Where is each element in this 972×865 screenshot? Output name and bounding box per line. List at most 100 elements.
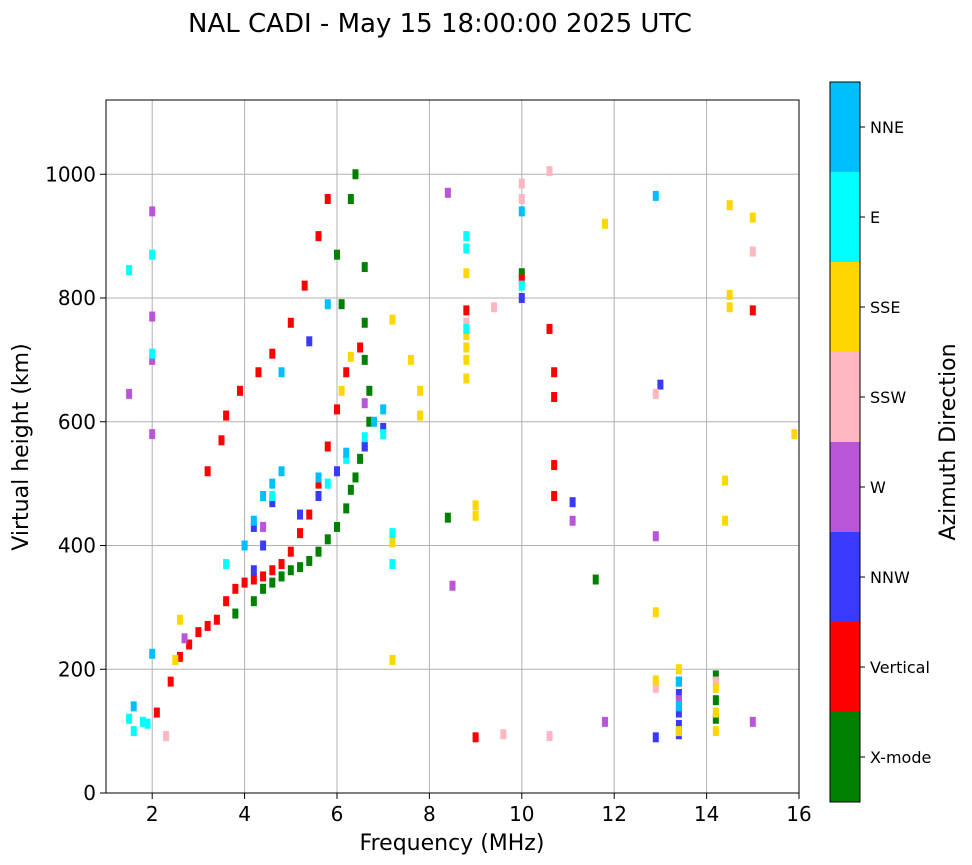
data-point <box>236 385 243 396</box>
x-axis-label: Frequency (MHz) <box>360 831 545 856</box>
data-point <box>675 676 682 687</box>
data-point <box>546 166 553 177</box>
data-point <box>260 521 267 532</box>
data-point <box>139 716 146 727</box>
data-point <box>204 620 211 631</box>
data-point <box>334 249 340 260</box>
data-point <box>278 367 285 378</box>
series-w <box>126 187 756 727</box>
data-point <box>380 422 387 433</box>
data-point <box>260 491 267 501</box>
data-point <box>324 441 331 452</box>
colorbar-segment <box>830 442 860 532</box>
data-point <box>749 246 756 257</box>
data-point <box>126 713 133 724</box>
data-point <box>417 385 424 396</box>
data-point <box>726 302 733 313</box>
data-point <box>370 416 377 427</box>
data-point <box>366 385 373 396</box>
colorbar-segment <box>830 352 860 442</box>
data-point <box>181 633 188 644</box>
colorbar-segment <box>830 82 860 172</box>
data-point <box>269 348 276 359</box>
grid-lines <box>106 100 800 794</box>
data-point <box>278 559 285 570</box>
data-point <box>712 713 719 724</box>
data-point <box>315 491 322 501</box>
data-point <box>601 716 608 727</box>
data-points <box>126 166 798 743</box>
y-tick-label: 200 <box>58 657 96 681</box>
colorbar-tick-label: SSW <box>870 388 906 407</box>
data-point <box>366 416 373 427</box>
data-point <box>195 627 202 638</box>
data-point <box>389 537 396 548</box>
data-point <box>652 607 659 618</box>
y-tick-label: 400 <box>58 534 96 558</box>
data-point <box>712 707 719 718</box>
data-point <box>463 342 470 353</box>
data-point <box>712 676 719 687</box>
data-point <box>449 580 456 591</box>
y-axis-ticks: 0 200 400 600 800 1000 <box>45 162 106 805</box>
data-point <box>675 701 682 712</box>
data-point <box>278 571 285 582</box>
x-tick-label: 2 <box>146 802 159 826</box>
data-point <box>260 540 267 551</box>
data-point <box>223 559 230 570</box>
data-point <box>269 565 276 576</box>
data-point <box>338 299 345 310</box>
data-point <box>749 716 756 727</box>
data-point <box>241 577 248 588</box>
data-point <box>287 565 294 576</box>
data-point <box>712 670 719 681</box>
data-point <box>749 212 756 223</box>
plot-frame <box>105 99 800 794</box>
data-point <box>712 695 719 706</box>
data-point <box>652 531 659 542</box>
data-point <box>592 574 599 585</box>
colorbar-label: Azimuth Direction <box>936 343 961 540</box>
data-point <box>675 664 682 675</box>
data-point <box>357 453 364 464</box>
data-point <box>551 460 558 471</box>
data-point <box>218 435 225 446</box>
data-point <box>712 682 719 693</box>
series-x-mode <box>232 169 719 724</box>
data-point <box>250 596 257 607</box>
data-point <box>361 398 368 409</box>
data-point <box>176 614 183 625</box>
colorbar-frame <box>829 81 861 803</box>
data-point <box>551 392 558 402</box>
data-point <box>315 231 322 242</box>
data-point <box>149 348 156 359</box>
data-point <box>315 472 322 483</box>
data-point <box>167 676 174 687</box>
data-point <box>306 509 313 520</box>
data-point <box>213 614 220 625</box>
data-point <box>726 289 733 300</box>
data-point <box>269 497 276 508</box>
data-point <box>172 654 179 665</box>
data-point <box>269 478 276 489</box>
data-point <box>163 731 170 742</box>
data-point <box>250 515 257 526</box>
y-tick-label: 0 <box>83 781 96 805</box>
data-point <box>652 190 659 201</box>
data-point <box>722 515 729 526</box>
data-point <box>347 194 354 204</box>
data-point <box>306 555 313 566</box>
data-point <box>726 200 733 211</box>
data-point <box>204 466 211 477</box>
data-point <box>241 540 248 551</box>
data-point <box>297 509 304 520</box>
data-point <box>463 268 470 279</box>
colorbar-tick-label: NNE <box>870 118 904 137</box>
data-point <box>518 178 525 189</box>
data-point <box>652 732 659 743</box>
data-point <box>472 510 479 521</box>
data-point <box>338 385 345 396</box>
series-nne <box>130 190 682 712</box>
y-axis-label: Virtual height (km) <box>9 343 34 550</box>
data-point <box>712 726 719 737</box>
